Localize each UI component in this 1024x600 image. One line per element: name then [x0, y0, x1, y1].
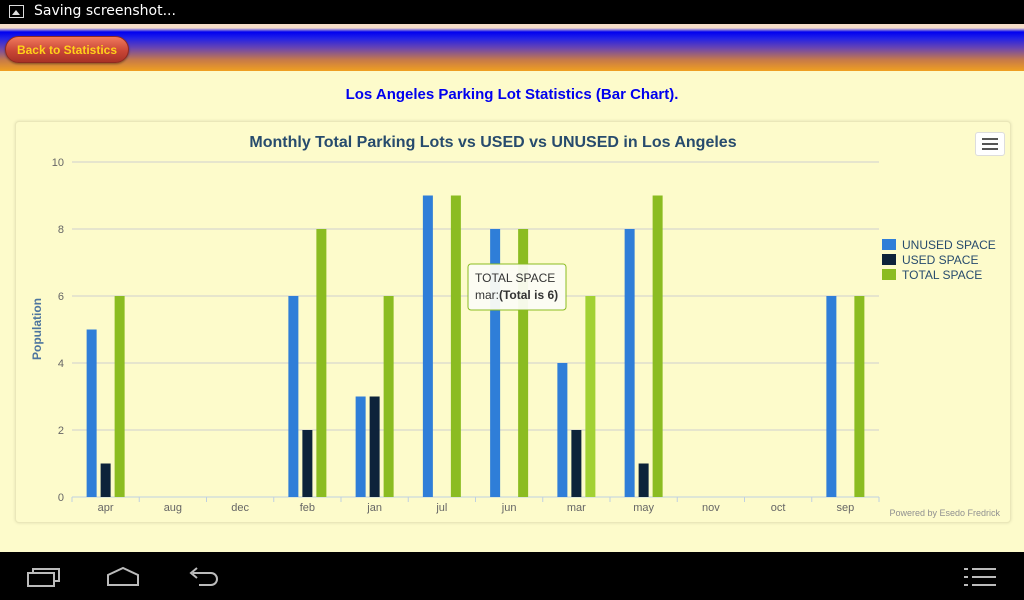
bar-unused-space[interactable] [624, 229, 635, 497]
x-tick-label: feb [300, 502, 315, 514]
bar-used-space[interactable] [369, 396, 380, 498]
bar-total-space[interactable] [854, 296, 865, 497]
tooltip-value: mar:(Total is 6) [475, 288, 558, 302]
chart-container: 0 2 4 6 8 10 apr aug dec feb jan jul jun mar may nov oct… [15, 121, 1011, 523]
chart-title: Monthly Total Parking Lots vs USED vs UN… [249, 134, 736, 151]
bar-total-space[interactable] [316, 229, 327, 497]
y-tick-label: 6 [58, 291, 64, 303]
status-notification-text: Saving screenshot... [34, 3, 176, 19]
x-tick-label: may [633, 502, 654, 514]
y-axis-title: Population [30, 298, 44, 360]
recent-apps-icon[interactable] [26, 566, 62, 588]
bar-used-space[interactable] [100, 463, 111, 498]
x-tick-label: jan [366, 502, 382, 514]
bar-unused-space[interactable] [422, 195, 433, 498]
y-tick-label: 10 [52, 157, 64, 169]
bar-total-space[interactable] [585, 296, 596, 497]
bar-total-space[interactable] [114, 296, 125, 497]
x-tick-label: sep [837, 502, 855, 514]
legend-label[interactable]: TOTAL SPACE [902, 268, 982, 282]
bar-unused-space[interactable] [490, 229, 501, 497]
back-to-statistics-button[interactable]: Back to Statistics [5, 36, 129, 63]
x-tick-label: aug [164, 502, 182, 514]
bar-used-space[interactable] [571, 430, 582, 497]
tooltip-series-name: TOTAL SPACE [475, 271, 555, 285]
bar-unused-space[interactable] [826, 296, 837, 497]
y-tick-label: 0 [58, 492, 64, 504]
bar-total-space[interactable] [450, 195, 461, 498]
navigation-bar [0, 552, 1024, 600]
bar-chart: 0 2 4 6 8 10 apr aug dec feb jan jul jun mar may nov oct… [30, 134, 1000, 518]
top-bar: Back to Statistics [0, 24, 1024, 71]
chart-menu-button[interactable] [975, 132, 1005, 156]
legend-swatch[interactable] [882, 269, 896, 280]
home-icon[interactable] [105, 565, 141, 587]
x-tick-label: apr [98, 502, 114, 514]
y-tick-label: 4 [58, 358, 64, 370]
bar-unused-space[interactable] [288, 296, 299, 497]
legend-label[interactable]: USED SPACE [902, 253, 978, 267]
x-tick-label: nov [702, 502, 720, 514]
bar-total-space[interactable] [518, 229, 529, 497]
app-screen: Back to Statistics Los Angeles Parking L… [0, 24, 1024, 552]
bar-unused-space[interactable] [355, 396, 366, 498]
y-tick-label: 2 [58, 425, 64, 437]
bar-total-space[interactable] [383, 296, 394, 497]
legend-swatch[interactable] [882, 254, 896, 265]
chart-credits[interactable]: Powered by Esedo Fredrick [889, 508, 1000, 518]
status-bar: Saving screenshot... [0, 0, 1024, 24]
image-icon [9, 5, 24, 18]
bar-used-space[interactable] [302, 430, 313, 497]
x-tick-label: jul [435, 502, 447, 514]
menu-icon[interactable] [962, 566, 998, 588]
hamburger-menu-icon [982, 138, 998, 140]
tooltip-box [467, 263, 567, 311]
y-tick-label: 8 [58, 224, 64, 236]
bar-unused-space[interactable] [557, 363, 568, 497]
back-icon[interactable] [185, 565, 221, 587]
bar-unused-space[interactable] [86, 329, 97, 498]
x-tick-label: jun [501, 502, 517, 514]
page-heading: Los Angeles Parking Lot Statistics (Bar … [345, 86, 679, 103]
bar-used-space[interactable] [638, 463, 649, 498]
legend-swatch[interactable] [882, 239, 896, 250]
x-tick-label: dec [231, 502, 249, 514]
bar-total-space[interactable] [652, 195, 663, 498]
x-tick-label: oct [771, 502, 786, 514]
x-tick-label: mar [567, 502, 586, 514]
legend-label[interactable]: UNUSED SPACE [902, 238, 996, 252]
